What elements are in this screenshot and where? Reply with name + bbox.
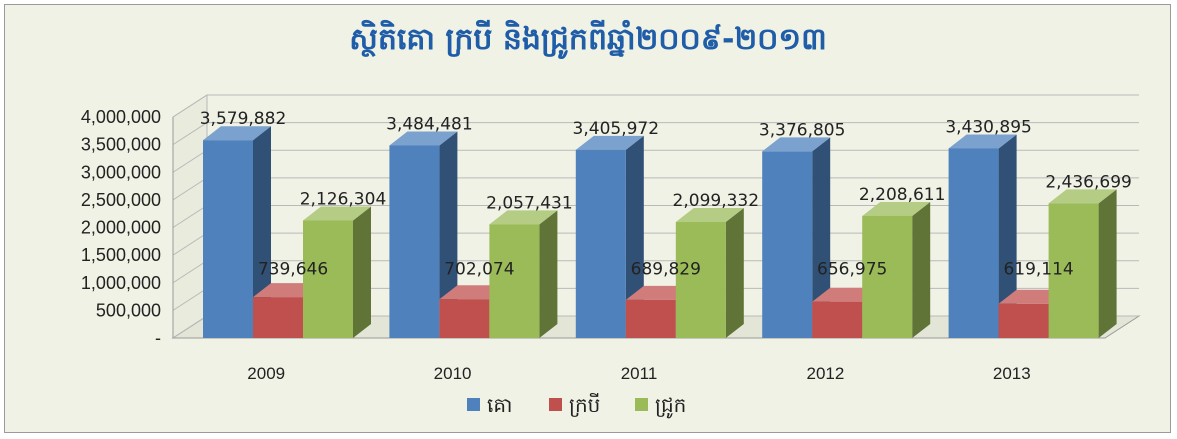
bar-top	[675, 208, 744, 223]
bar-front	[625, 299, 676, 338]
y-tick-label: -	[155, 328, 161, 348]
chart-title: ស្ថិតិគោ ក្របី និងជ្រូកពីឆ្នាំ២០០៩-២០១៣	[349, 19, 826, 60]
bar-2009-2	[303, 206, 371, 338]
bar-2011-0	[575, 135, 644, 338]
legend-label: គោ	[487, 393, 512, 417]
data-label: 656,975	[817, 259, 887, 279]
y-tick-label: 500,000	[96, 300, 161, 320]
data-label: 3,430,895	[945, 117, 1032, 137]
bar-side	[353, 206, 371, 338]
bar-2010-0	[389, 131, 458, 338]
legend-label: ជ្រូក	[655, 393, 686, 419]
x-tick-label: 2011	[621, 364, 658, 383]
data-label: 2,099,332	[673, 191, 760, 211]
bar-2009-0	[203, 126, 271, 338]
bar-side	[439, 131, 458, 338]
bar-2013-0	[948, 134, 1017, 338]
bar-front	[1048, 203, 1099, 338]
data-label: 2,436,699	[1045, 172, 1132, 192]
bar-side	[998, 134, 1017, 338]
bar-front	[439, 299, 490, 338]
bar-front	[303, 220, 353, 338]
x-tick-label: 2009	[247, 364, 285, 383]
legend-swatch	[467, 398, 480, 411]
bar-top	[303, 206, 371, 221]
bar-2012-0	[762, 137, 831, 338]
bar-front	[389, 145, 440, 338]
y-tick-label: 1,500,000	[81, 245, 161, 265]
y-tick-label: 1,000,000	[81, 273, 161, 293]
bar-top	[948, 134, 1017, 149]
gridline	[172, 94, 1139, 118]
data-label: 2,208,611	[859, 185, 946, 205]
legend-label: ក្របី	[569, 392, 600, 417]
bar-front	[862, 215, 913, 338]
bar-2013-2	[1048, 189, 1117, 338]
bar-front	[489, 224, 540, 338]
bar-side	[253, 126, 271, 338]
bar-side	[812, 137, 831, 338]
bar-front	[998, 303, 1049, 338]
bar-side	[625, 135, 644, 338]
bar-front	[675, 222, 726, 338]
bar-front	[203, 140, 253, 338]
bar-top	[762, 137, 831, 152]
data-label: 739,646	[258, 259, 328, 279]
x-tick-label: 2013	[993, 364, 1031, 383]
bar-top	[203, 126, 271, 141]
gridline	[172, 122, 1139, 146]
bar-2010-2	[489, 210, 558, 338]
data-label: 3,376,805	[759, 120, 846, 140]
x-tick-label: 2012	[806, 364, 844, 383]
bar-top	[489, 210, 558, 225]
y-tick-label: 4,000,000	[81, 107, 161, 127]
bar-side	[912, 201, 931, 338]
bar-top	[389, 131, 458, 146]
data-label: 3,405,972	[573, 119, 660, 139]
bar-front	[948, 148, 999, 338]
data-label: 2,057,431	[486, 193, 573, 213]
bar-front	[762, 151, 813, 338]
bar-top	[862, 201, 931, 216]
y-tick-label: 3,000,000	[81, 162, 161, 182]
bar-top	[1048, 189, 1117, 204]
bar-side	[725, 208, 744, 338]
data-label: 702,074	[444, 259, 514, 279]
data-label: 3,579,882	[200, 109, 287, 129]
bar-side	[1098, 189, 1117, 338]
chart-svg: ស្ថិតិគោ ក្របី និងជ្រូកពីឆ្នាំ២០០៩-២០១៣ …	[81, 19, 1141, 419]
bar-front	[575, 149, 626, 338]
data-label: 619,114	[1003, 259, 1073, 279]
bar-front	[812, 301, 863, 338]
data-label: 3,484,481	[386, 114, 473, 134]
chart: ស្ថិតិគោ ក្របី និងជ្រូកពីឆ្នាំ២០០៩-២០១៣ …	[4, 4, 1171, 433]
y-tick-label: 3,500,000	[81, 135, 161, 155]
bar-front	[253, 297, 303, 338]
x-tick-label: 2010	[434, 364, 472, 383]
data-label: 689,829	[631, 259, 701, 279]
legend-swatch	[635, 398, 648, 411]
data-label: 2,126,304	[300, 190, 387, 210]
bar-2012-2	[862, 201, 931, 338]
bar-side	[539, 210, 558, 338]
bar-top	[575, 135, 644, 150]
legend-swatch	[549, 398, 562, 411]
bar-2011-2	[675, 208, 744, 338]
y-tick-label: 2,500,000	[81, 190, 161, 210]
y-tick-label: 2,000,000	[81, 218, 161, 238]
